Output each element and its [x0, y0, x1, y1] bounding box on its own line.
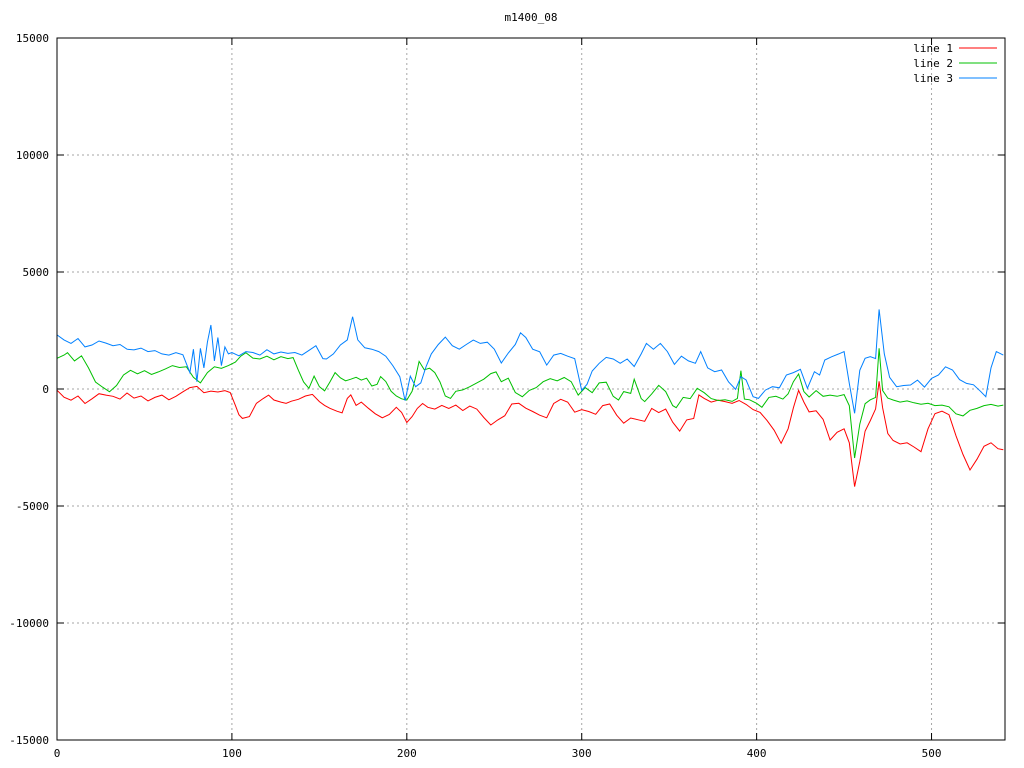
y-tick-label: 5000: [23, 266, 50, 279]
y-tick-label: -5000: [16, 500, 49, 513]
x-tick-label: 100: [222, 747, 242, 760]
x-tick-label: 400: [747, 747, 767, 760]
legend-label: line 2: [913, 57, 953, 70]
y-tick-label: 10000: [16, 149, 49, 162]
legend-label: line 1: [913, 42, 953, 55]
series-line-1: [56, 381, 1004, 487]
series-line-2: [56, 348, 1004, 459]
y-tick-label: 0: [42, 383, 49, 396]
x-tick-label: 0: [54, 747, 61, 760]
y-tick-label: -10000: [9, 617, 49, 630]
x-tick-label: 200: [397, 747, 417, 760]
y-tick-label: 15000: [16, 32, 49, 45]
x-tick-label: 300: [572, 747, 592, 760]
x-tick-label: 500: [922, 747, 942, 760]
series-line-3: [56, 309, 1004, 414]
y-tick-label: -15000: [9, 734, 49, 747]
chart-title: m1400_08: [505, 11, 558, 24]
legend-label: line 3: [913, 72, 953, 85]
